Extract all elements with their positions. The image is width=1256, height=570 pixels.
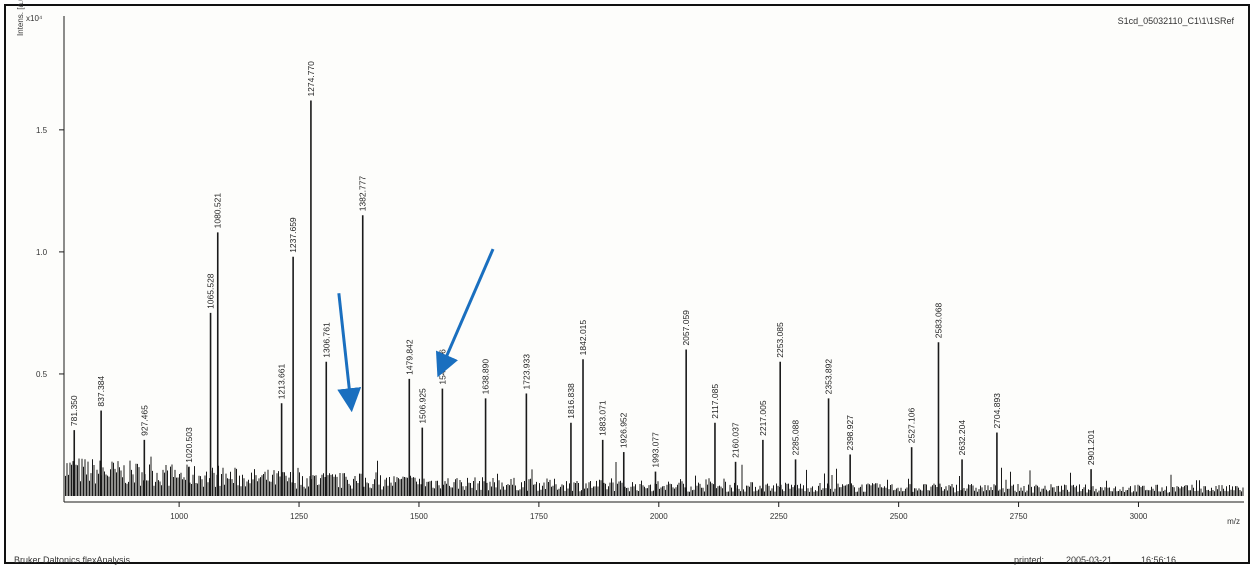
- peak-label: 2160.037: [731, 422, 741, 458]
- x-tick-label: 2000: [650, 512, 668, 521]
- mass-spectrum-chart: 0.5 1.0 1.5 1000 1250 1500 1750 2000 2250 2500 275…: [36, 16, 1244, 526]
- peak-label: 1382.777: [358, 176, 368, 212]
- peak-label: 1883.071: [598, 400, 608, 436]
- x-tick-label: 1000: [170, 512, 188, 521]
- peak-label: 2901.201: [1086, 429, 1096, 465]
- peak-label: 1213.661: [277, 364, 287, 400]
- printed-label: printed:: [1014, 555, 1045, 565]
- printed-date: 2005-03-21: [1066, 555, 1113, 565]
- peak-label: 781.350: [69, 395, 79, 426]
- printed-time: 16:56:16: [1141, 555, 1177, 565]
- peak-label: 2285.088: [791, 420, 801, 456]
- peak-label: 2057.059: [681, 310, 691, 346]
- peak-label: 1479.842: [404, 339, 414, 375]
- x-tick-label: 1500: [410, 512, 428, 521]
- y-tick-label: 0.5: [36, 370, 48, 379]
- peak-label: 2253.085: [775, 322, 785, 358]
- peak-label: 927.465: [139, 405, 149, 436]
- peak-label: 837.384: [96, 376, 106, 407]
- peak-label: 1926.952: [619, 412, 629, 448]
- y-tick-label: 1.5: [36, 126, 48, 135]
- peak-label: 1638.890: [481, 359, 491, 395]
- peak-label: 1065.528: [206, 273, 216, 309]
- y-tick-label: 1.0: [36, 248, 48, 257]
- peak-label: 1080.521: [213, 193, 223, 229]
- peak-label: 1816.838: [566, 383, 576, 419]
- peak-label: 1993.077: [650, 432, 660, 468]
- peak-label: 2353.892: [824, 359, 834, 395]
- y-scale-label: x10⁴: [26, 14, 43, 23]
- x-tick-label: 3000: [1130, 512, 1148, 521]
- peak-label: 2704.893: [992, 393, 1002, 429]
- peak-label: 2527.106: [907, 407, 917, 443]
- annotation-arrow: [337, 293, 362, 413]
- x-tick-label: 1250: [290, 512, 308, 521]
- peak-label: 1506.925: [417, 388, 427, 424]
- peak-label: 1020.503: [184, 427, 194, 463]
- peak-label: 1842.015: [578, 320, 588, 356]
- x-tick-label: 2750: [1010, 512, 1028, 521]
- peak-label: 2217.005: [758, 400, 768, 436]
- peak-label: 1723.933: [521, 354, 531, 390]
- peak-label: 2583.068: [933, 302, 943, 338]
- annotation-arrow: [435, 248, 495, 378]
- x-axis-label: m/z: [1227, 517, 1240, 526]
- peak-label: 1237.659: [288, 217, 298, 253]
- sample-file-label: S1cd_05032110_C1\1\1SRef: [1117, 16, 1234, 26]
- x-tick-label: 2500: [890, 512, 908, 521]
- software-label: Bruker Daltonics flexAnalysis: [14, 555, 131, 565]
- spectrum-frame: 0.5 1.0 1.5 1000 1250 1500 1750 2000 2250 2500 275…: [4, 0, 1250, 565]
- x-tick-label: 2250: [770, 512, 788, 521]
- peak-label: 1274.770: [306, 61, 316, 97]
- peak-label: 1306.761: [321, 322, 331, 358]
- peak-label: 2398.927: [845, 415, 855, 451]
- y-axis-label: Intens. [a.u.]: [16, 0, 25, 36]
- peak-label: 2632.204: [957, 420, 967, 456]
- x-tick-label: 1750: [530, 512, 548, 521]
- peak-label: 2117.085: [710, 384, 720, 419]
